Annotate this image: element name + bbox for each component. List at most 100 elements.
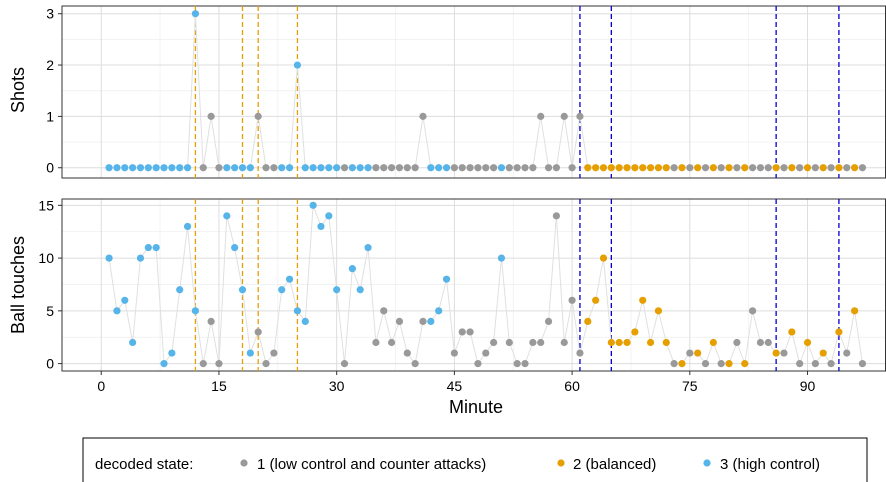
data-point-touches [238,286,247,294]
x-tick-label: 90 [800,378,816,394]
data-point-shots [278,164,286,172]
data-point-touches [607,338,615,347]
data-point-shots [615,164,623,172]
legend-label-state-1: 1 (low control and counter attacks) [257,456,486,473]
data-point-shots [238,164,247,172]
data-point-touches [309,201,317,209]
data-point-touches [858,360,867,368]
data-point-touches [215,360,223,368]
data-point-shots [827,164,835,172]
data-point-touches [435,307,443,315]
y-tick-label-shots: 1 [46,108,54,124]
data-point-touches [278,286,286,294]
data-point-shots [701,164,710,172]
data-point-shots [607,164,615,172]
y-tick-label-shots: 2 [46,57,54,73]
data-point-touches [105,254,113,262]
data-point-shots [725,164,733,172]
data-point-shots [772,164,780,172]
data-point-touches [780,349,788,357]
data-point-touches [285,275,294,283]
data-point-shots [435,164,443,172]
legend-label-state-2: 2 (balanced) [573,456,656,473]
data-point-touches [748,307,757,315]
data-point-shots [364,164,372,172]
data-point-shots [544,164,553,172]
data-point-shots [411,164,419,172]
data-point-shots [811,164,819,172]
y-tick-label-shots: 0 [46,160,54,176]
data-point-touches [623,338,631,347]
data-point-touches [223,212,231,220]
legend-swatch-state-1 [240,459,248,467]
data-point-touches [560,338,568,347]
data-point-shots [686,164,694,172]
data-point-touches [529,338,537,347]
data-point-shots [317,164,325,172]
data-point-shots [285,164,294,172]
data-point-touches [851,307,859,315]
data-point-shots [215,164,223,172]
data-point-touches [395,317,404,326]
data-point-shots [521,164,529,172]
data-point-shots [301,164,309,172]
data-point-touches [246,349,254,357]
legend-box [82,437,868,482]
data-point-touches [176,286,184,294]
data-point-touches [403,349,411,357]
data-point-touches [592,296,600,304]
data-point-shots [599,164,608,172]
data-point-touches [505,338,513,347]
data-point-shots [246,164,254,172]
data-point-touches [490,338,498,347]
data-point-shots [176,164,184,172]
data-point-touches [262,360,270,368]
y-tick-label-touches: 15 [38,197,54,213]
data-point-shots [223,164,231,172]
data-point-touches [741,360,749,368]
data-point-shots [851,164,859,172]
data-point-shots [741,164,749,172]
data-point-touches [521,360,529,368]
data-point-touches [662,338,670,347]
data-point-touches [231,243,239,252]
data-point-shots [584,164,592,172]
x-tick-label: 75 [682,378,698,394]
data-point-shots [835,164,843,172]
data-point-touches [301,317,309,326]
data-point-touches [803,338,812,347]
x-tick-label: 15 [211,378,227,394]
y-tick-label-touches: 0 [46,356,54,372]
data-point-shots [694,164,702,172]
data-point-shots [348,164,356,172]
data-point-touches [670,360,678,368]
data-point-shots [709,164,717,172]
data-point-shots [152,164,160,172]
y-tick-label-touches: 10 [38,250,54,266]
data-point-touches [427,317,435,326]
data-point-touches [442,275,451,283]
data-point-touches [497,254,506,262]
data-point-shots [623,164,631,172]
data-point-shots [372,164,380,172]
x-tick-label: 30 [329,378,345,394]
data-point-shots [513,164,521,172]
data-point-touches [827,360,835,368]
data-point-touches [183,222,192,231]
data-point-touches [372,338,380,347]
data-point-shots [568,164,576,172]
data-point-shots [160,164,168,172]
ball-touches-panel: Ball touches 0 5 10 15 [8,197,886,372]
data-point-shots [858,164,867,172]
data-point-shots [748,164,757,172]
data-point-shots [333,164,341,172]
data-point-shots [796,164,804,172]
data-point-shots [819,164,827,172]
data-point-touches [458,328,466,336]
data-point-shots [207,112,215,120]
data-point-shots [442,164,451,172]
data-point-touches [474,360,482,368]
y-axis-title-shots: Shots [8,67,28,113]
data-point-touches [270,349,278,357]
data-point-shots [646,164,655,172]
